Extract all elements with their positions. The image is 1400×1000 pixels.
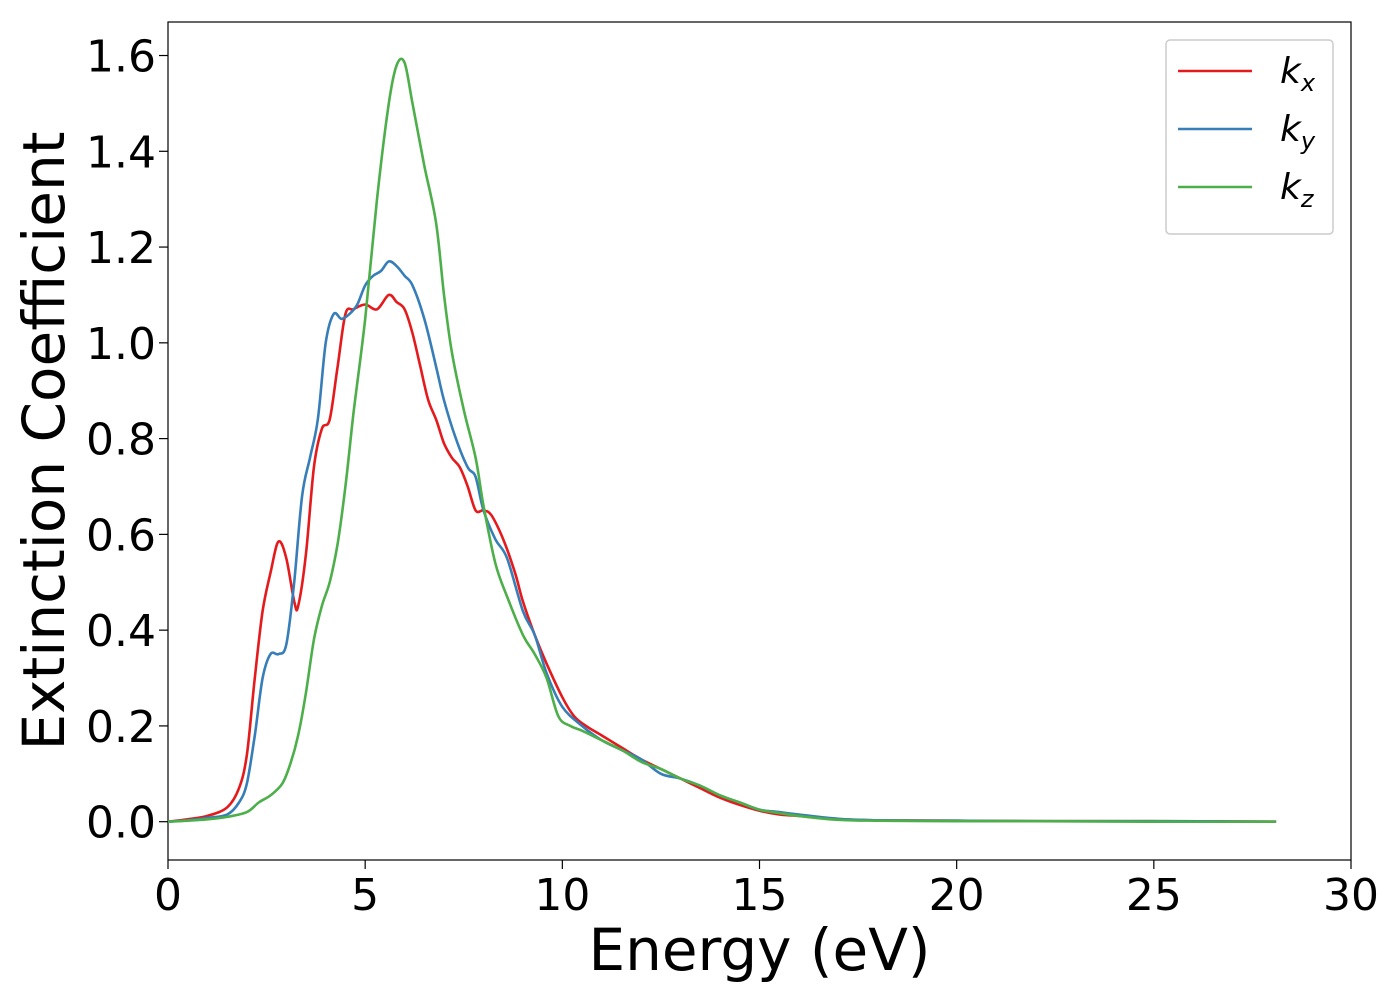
series-layer	[167, 57, 1277, 824]
y-tick-label: 1.6	[86, 32, 156, 83]
y-tick-label: 1.4	[86, 127, 156, 178]
legend: kx ky kz	[1165, 39, 1334, 235]
legend-label-z: kz	[1280, 167, 1315, 213]
y-tick-label: 0.6	[86, 510, 156, 561]
x-tick-label: 5	[351, 870, 379, 921]
x-tick-label: 15	[732, 870, 788, 921]
legend-label-x: kx	[1280, 51, 1316, 97]
x-tick-label: 20	[929, 870, 985, 921]
x-tick-label: 0	[154, 870, 182, 921]
x-axis-title: Energy (eV)	[588, 916, 930, 984]
y-axis-title: Extinction Coefficient	[10, 132, 78, 751]
series-line-z	[167, 57, 1277, 824]
y-tick-label: 0.0	[86, 798, 156, 849]
series-line-y	[167, 259, 1277, 823]
x-tick-label: 30	[1323, 870, 1379, 921]
x-tick-label: 25	[1126, 870, 1182, 921]
y-axis: 0.0 0.2 0.4 0.6 0.8 1.0 1.2 1.4 1.6	[86, 32, 168, 849]
y-tick-label: 1.0	[86, 319, 156, 370]
x-tick-label: 10	[534, 870, 590, 921]
y-tick-label: 0.2	[86, 702, 156, 753]
legend-box	[1165, 39, 1334, 235]
legend-label-y: ky	[1280, 109, 1316, 155]
series-line-x	[167, 293, 1277, 823]
y-tick-label: 0.4	[86, 606, 156, 657]
y-tick-label: 1.2	[86, 223, 156, 274]
x-axis: 0 5 10 15 20 25 30	[154, 860, 1379, 921]
y-tick-label: 0.8	[86, 415, 156, 466]
